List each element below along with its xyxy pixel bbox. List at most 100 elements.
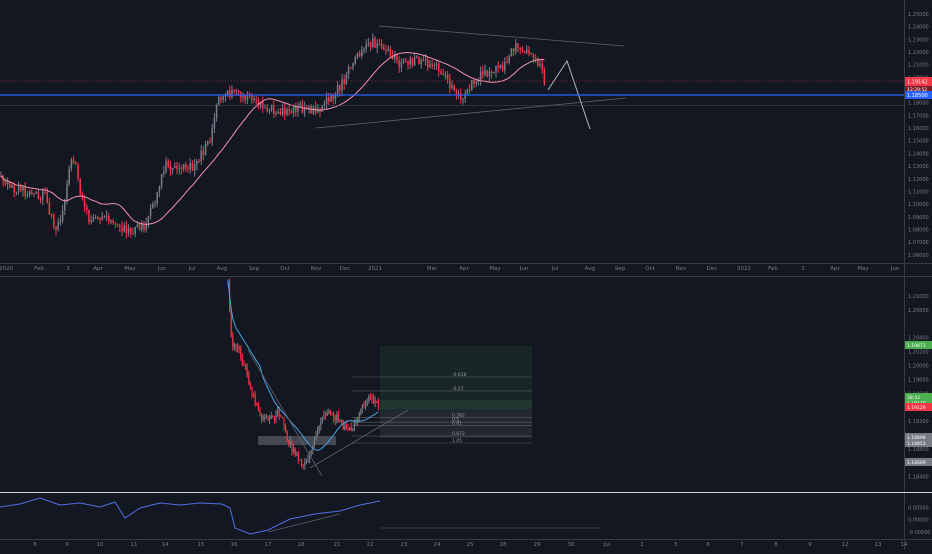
middle-candle xyxy=(240,348,242,358)
top-candle xyxy=(275,112,277,114)
top-candle xyxy=(495,65,497,72)
top-candle xyxy=(158,186,161,193)
middle-candle xyxy=(285,426,287,432)
top-y-tick-label: 1.14000 xyxy=(908,151,929,157)
middle-candle xyxy=(254,395,256,405)
middle-panel-plot[interactable] xyxy=(0,277,904,492)
top-candle xyxy=(136,224,139,227)
top-candle xyxy=(297,106,299,112)
top-candle xyxy=(99,218,101,220)
top-candle xyxy=(433,65,436,67)
bottom-x-tick-label: 8 xyxy=(33,542,37,548)
top-candle xyxy=(435,63,438,66)
top-candle xyxy=(442,73,444,76)
middle-candle xyxy=(373,399,375,403)
bottom-x-tick-label: 18 xyxy=(298,542,305,548)
top-candle xyxy=(385,49,387,51)
middle-y-tick-label: 1.20000 xyxy=(908,364,929,370)
top-y-tick-label: 1.11000 xyxy=(908,189,929,195)
top-candle xyxy=(207,141,209,144)
top-candle xyxy=(482,71,484,75)
top-x-tick-label: Oct xyxy=(280,266,290,272)
top-candle xyxy=(365,44,367,50)
oscillator-panel-plot[interactable] xyxy=(0,493,904,539)
top-candle xyxy=(233,90,235,92)
top-candle xyxy=(213,117,216,129)
middle-candle xyxy=(339,419,341,423)
top-candle xyxy=(35,191,37,194)
top-candle xyxy=(334,95,337,100)
top-y-tick-label: 1.17000 xyxy=(908,113,929,119)
top-candle xyxy=(61,210,64,221)
bottom-x-tick-label: 13 xyxy=(875,542,882,548)
top-candle xyxy=(103,216,106,218)
middle-candle xyxy=(352,430,354,432)
middle-candle xyxy=(272,415,274,418)
top-candle xyxy=(343,79,345,84)
top-candle xyxy=(218,96,220,105)
top-candle xyxy=(543,70,546,85)
middle-candle xyxy=(377,401,379,407)
top-candle xyxy=(528,49,530,54)
top-candle xyxy=(264,107,266,109)
top-candle xyxy=(244,95,246,100)
middle-candle xyxy=(243,364,245,366)
top-candle xyxy=(501,64,504,71)
middle-candle xyxy=(358,413,360,421)
top-candle xyxy=(48,202,51,215)
top-candle xyxy=(17,186,20,193)
middle-candle xyxy=(241,357,243,365)
middle-candle xyxy=(289,440,291,445)
top-candle xyxy=(312,106,315,114)
oscillator-y-tick-label: 0.00000 xyxy=(908,518,929,524)
top-candle xyxy=(358,52,361,56)
top-candle xyxy=(15,192,18,194)
middle-candle xyxy=(365,404,367,407)
top-candle xyxy=(116,223,119,225)
top-candle xyxy=(255,98,257,100)
middle-candle xyxy=(233,344,235,347)
top-candle xyxy=(57,222,59,230)
top-candle xyxy=(354,57,356,64)
top-x-tick-label: 2022 xyxy=(737,266,751,272)
fib-level-label: -0.618 xyxy=(452,372,467,378)
top-candle xyxy=(114,222,117,224)
top-candle xyxy=(407,61,409,65)
top-panel-plot[interactable] xyxy=(0,0,904,263)
middle-candle xyxy=(371,396,373,400)
top-candle xyxy=(429,64,431,68)
top-candle xyxy=(464,93,466,99)
middle-trendline xyxy=(247,349,323,477)
middle-candle xyxy=(315,435,317,438)
fib-level-label: 0.872 xyxy=(452,431,465,437)
middle-price-tag xyxy=(905,433,932,441)
top-x-tick-label: 3 xyxy=(66,266,70,272)
top-candle xyxy=(92,217,95,221)
top-candle xyxy=(418,56,420,65)
middle-candle xyxy=(310,450,312,454)
top-candle xyxy=(473,79,475,84)
top-candle xyxy=(202,150,205,156)
middle-candle xyxy=(264,417,266,419)
top-candle xyxy=(431,64,433,66)
top-x-tick-label: Jun xyxy=(519,266,529,272)
top-candle xyxy=(112,220,114,223)
top-candle xyxy=(178,168,180,170)
top-candle xyxy=(361,50,363,56)
top-candle xyxy=(427,59,429,68)
middle-candle xyxy=(317,431,319,436)
top-candle xyxy=(484,70,486,75)
fib-level-label: 1.05 xyxy=(452,438,462,444)
middle-support-trendline xyxy=(309,409,409,469)
middle-candle xyxy=(283,418,285,427)
top-candle xyxy=(145,223,147,230)
middle-candle xyxy=(293,448,295,452)
top-candle xyxy=(193,164,196,171)
top-candle xyxy=(389,48,392,56)
middle-price-tag xyxy=(905,393,932,401)
top-candle xyxy=(526,49,528,53)
middle-candle xyxy=(288,440,290,445)
line-price-tag-label: 1.18500 xyxy=(907,93,928,99)
